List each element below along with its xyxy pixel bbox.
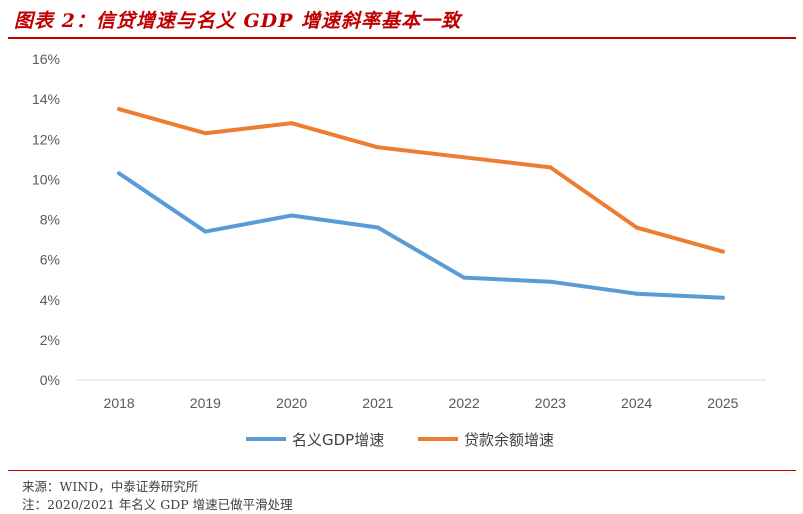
- data-point: [289, 121, 294, 126]
- series-line-1: [117, 107, 725, 254]
- y-tick-label: 12%: [32, 131, 60, 147]
- footer-divider: [8, 470, 796, 471]
- data-point: [117, 107, 122, 112]
- y-tick-label: 2%: [40, 332, 60, 348]
- x-tick-label: 2018: [104, 395, 135, 411]
- data-point: [375, 225, 380, 230]
- y-tick-label: 8%: [40, 212, 60, 228]
- y-tick-label: 14%: [32, 91, 60, 107]
- data-point: [548, 165, 553, 170]
- title-divider: [8, 37, 796, 39]
- figure-title: 图表 2：信贷增速与名义 GDP 增速斜率基本一致: [14, 10, 462, 32]
- x-tick-label: 2024: [621, 395, 652, 411]
- data-point: [117, 171, 122, 176]
- data-point: [462, 155, 467, 160]
- y-tick-label: 6%: [40, 252, 60, 268]
- x-tick-label: 2021: [362, 395, 393, 411]
- y-tick-label: 16%: [32, 51, 60, 67]
- note-text: 注：2020/2021 年名义 GDP 增速已做平滑处理: [22, 497, 293, 512]
- data-point: [634, 291, 639, 296]
- x-tick-label: 2022: [449, 395, 480, 411]
- y-axis: 0% 2% 4% 6% 8% 10% 12% 14% 16%: [32, 51, 60, 388]
- x-tick-label: 2025: [707, 395, 738, 411]
- series-line-0: [117, 171, 725, 300]
- data-point: [203, 229, 208, 234]
- x-tick-label: 2023: [535, 395, 566, 411]
- x-axis: 2018 2019 2020 2021 2022 2023 2024 2025: [76, 379, 766, 411]
- x-tick-label: 2019: [190, 395, 221, 411]
- line-chart: 0%2%4%6%8%10%12%14%16% 2018 2019 2020 2021 2…: [32, 51, 766, 449]
- chart-legend: 名义GDP增速 贷款余额增速: [246, 431, 554, 449]
- y-tick-label: 0%: [40, 372, 60, 388]
- data-point: [634, 225, 639, 230]
- data-point: [203, 131, 208, 136]
- data-point: [462, 275, 467, 280]
- x-tick-label: 2020: [276, 395, 307, 411]
- data-point: [548, 279, 553, 284]
- y-tick-label: 10%: [32, 171, 60, 187]
- data-point: [375, 145, 380, 150]
- legend-label: 贷款余额增速: [464, 431, 554, 449]
- source-text: 来源：WIND，中泰证券研究所: [22, 479, 199, 494]
- legend-label: 名义GDP增速: [292, 431, 384, 449]
- data-point: [289, 213, 294, 218]
- data-point: [720, 249, 725, 254]
- series-layer: [117, 107, 725, 300]
- data-point: [720, 295, 725, 300]
- y-tick-label: 4%: [40, 292, 60, 308]
